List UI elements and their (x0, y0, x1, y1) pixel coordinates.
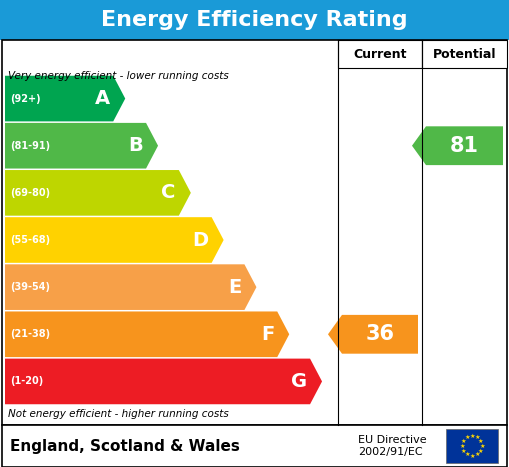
Text: England, Scotland & Wales: England, Scotland & Wales (10, 439, 240, 453)
Text: ★: ★ (469, 453, 475, 459)
Text: (1-20): (1-20) (10, 376, 43, 386)
Text: ★: ★ (469, 433, 475, 439)
Text: Not energy efficient - higher running costs: Not energy efficient - higher running co… (8, 409, 229, 419)
Bar (338, 40, 422, 68)
Text: G: G (291, 372, 307, 391)
Text: (21-38): (21-38) (10, 329, 50, 340)
Text: ★: ★ (461, 448, 466, 453)
Polygon shape (5, 359, 322, 404)
Text: ★: ★ (478, 439, 484, 444)
Text: C: C (161, 184, 176, 202)
Text: A: A (95, 89, 110, 108)
Text: ★: ★ (464, 435, 470, 440)
Text: E: E (228, 278, 241, 297)
Text: (92+): (92+) (10, 93, 41, 104)
Text: ★: ★ (474, 435, 480, 440)
Text: Energy Efficiency Rating: Energy Efficiency Rating (101, 10, 408, 30)
Bar (2, 425, 507, 467)
Polygon shape (5, 170, 191, 216)
Polygon shape (5, 76, 125, 121)
Polygon shape (5, 264, 257, 310)
Text: Current: Current (353, 48, 407, 61)
Bar (0, 0, 509, 40)
Text: 81: 81 (450, 136, 479, 156)
Bar (422, 40, 507, 68)
Text: F: F (261, 325, 274, 344)
Text: ★: ★ (461, 439, 466, 444)
Text: D: D (192, 231, 209, 249)
Polygon shape (412, 126, 503, 165)
Polygon shape (5, 311, 289, 357)
Text: (69-80): (69-80) (10, 188, 50, 198)
Text: (81-91): (81-91) (10, 141, 50, 151)
Text: EU Directive
2002/91/EC: EU Directive 2002/91/EC (358, 435, 427, 457)
Text: Potential: Potential (433, 48, 496, 61)
Text: ★: ★ (474, 452, 480, 457)
Text: (55-68): (55-68) (10, 235, 50, 245)
Text: ★: ★ (479, 444, 485, 448)
Text: ★: ★ (478, 448, 484, 453)
Text: (39-54): (39-54) (10, 282, 50, 292)
Text: ★: ★ (464, 452, 470, 457)
Bar (446, 429, 498, 463)
Text: ★: ★ (459, 444, 465, 448)
Polygon shape (328, 315, 418, 354)
Text: 36: 36 (365, 324, 394, 344)
Text: Very energy efficient - lower running costs: Very energy efficient - lower running co… (8, 71, 229, 81)
Text: B: B (128, 136, 143, 155)
Polygon shape (5, 217, 223, 263)
Bar (2, 40, 507, 425)
Polygon shape (5, 123, 158, 169)
